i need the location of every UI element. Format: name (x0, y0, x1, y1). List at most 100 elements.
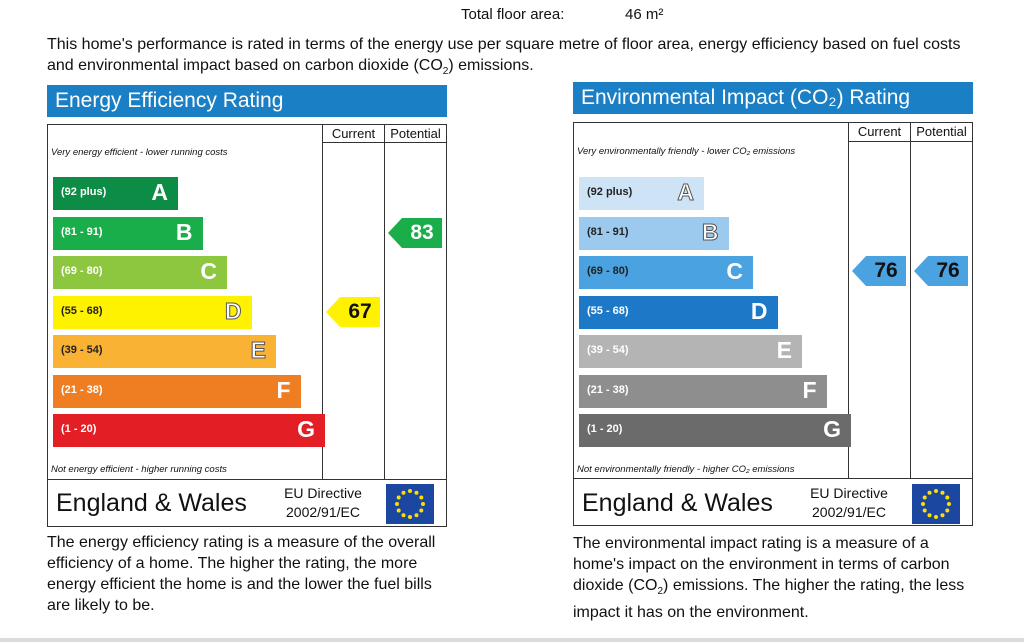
band-range-label: (92 plus) (61, 186, 107, 198)
env-bottom-caption: Not environmentally friendly - higher CO… (577, 464, 795, 475)
env-panel-title: Environmental Impact (CO₂) Rating (573, 82, 973, 114)
eu-star (396, 508, 401, 513)
energy-bottom-caption: Not energy efficient - higher running co… (51, 464, 227, 475)
band-letter: D (750, 297, 768, 324)
rating-band-c: (69 - 80) C (579, 256, 753, 289)
band-range-label: (69 - 80) (587, 265, 629, 277)
energy-efficiency-panel: Energy Efficiency Rating Current Potenti… (47, 85, 447, 535)
band-range-label: (92 plus) (587, 186, 633, 198)
eu-star (421, 502, 425, 506)
intro-text: This home's performance is rated in term… (47, 34, 987, 82)
env-potential-header: Potential (916, 124, 967, 139)
eu-star (419, 508, 424, 513)
eu-star (921, 502, 925, 506)
env-region-label: England & Wales (582, 489, 773, 517)
band-letter: A (151, 179, 168, 205)
eu-star (940, 490, 945, 495)
current-rating-value: 67 (340, 297, 380, 327)
current-rating-value: 76 (866, 255, 906, 286)
floor-area-value: 46 m² (625, 6, 664, 23)
energy-top-caption: Very energy efficient - lower running co… (51, 147, 228, 158)
band-letter: G (297, 416, 315, 442)
eu-stars (921, 489, 951, 519)
intro-text-end: ) emissions. (448, 57, 534, 74)
rating-band-f: (21 - 38) F (579, 374, 827, 408)
band-letter: B (175, 218, 193, 245)
band-range-label: (39 - 54) (61, 344, 103, 356)
eu-star (922, 495, 927, 500)
rating-band-d: (55 - 68) D (53, 295, 252, 329)
rating-band-c: (69 - 80) C (53, 256, 227, 289)
eu-star (922, 508, 927, 513)
energy-panel-title: Energy Efficiency Rating (47, 85, 447, 117)
band-range-label: (69 - 80) (61, 265, 103, 277)
eu-star (945, 495, 950, 500)
rating-band-g: (1 - 20) G (53, 414, 325, 447)
eu-star (408, 515, 412, 519)
rating-band-f: (21 - 38) F (53, 374, 301, 408)
eu-star (395, 502, 399, 506)
energy-directive-line1: EU Directive (284, 485, 362, 501)
energy-region-label: England & Wales (56, 489, 247, 517)
eu-star (947, 502, 951, 506)
band-range-label: (1 - 20) (61, 423, 97, 435)
current-rating-arrow: 76 (852, 255, 908, 286)
eu-star (414, 513, 419, 518)
potential-rating-value: 83 (402, 218, 442, 248)
rating-band-e: (39 - 54) E (579, 335, 802, 368)
band-range-label: (55 - 68) (587, 304, 629, 317)
band-letter: F (802, 376, 817, 403)
env-description: The environmental impact rating is a mea… (573, 533, 983, 623)
eu-star (934, 515, 938, 519)
potential-rating-arrow: 83 (388, 218, 444, 248)
arrow-tip (914, 255, 928, 286)
eu-star (927, 513, 932, 518)
eu-star (401, 490, 406, 495)
band-range-label: (81 - 91) (61, 225, 103, 238)
env-description-end: ) emissions. The higher the rating, the … (573, 577, 965, 622)
env-current-header: Current (857, 124, 902, 139)
eu-star (934, 489, 938, 493)
band-letter: B (701, 218, 719, 245)
band-range-label: (1 - 20) (587, 423, 623, 435)
band-range-label: (39 - 54) (587, 344, 629, 356)
potential-rating-arrow: 76 (914, 255, 970, 286)
eu-star (414, 490, 419, 495)
band-letter: E (776, 337, 792, 363)
rating-band-b: (81 - 91) B (579, 216, 729, 250)
band-range-label: (81 - 91) (587, 225, 629, 238)
env-directive-line1: EU Directive (810, 485, 888, 501)
rating-band-b: (81 - 91) B (53, 216, 203, 250)
intro-subscript: 2 (442, 66, 449, 78)
energy-directive-line2: 2002/91/EC (286, 504, 360, 520)
band-range-label: (21 - 38) (61, 383, 103, 396)
eu-star (419, 495, 424, 500)
env-directive-line2: 2002/91/EC (812, 504, 886, 520)
arrow-tip (326, 297, 340, 327)
current-rating-arrow: 67 (326, 297, 382, 327)
environmental-impact-panel: Environmental Impact (CO₂) Rating Curren… (573, 82, 973, 532)
eu-star (940, 513, 945, 518)
eu-star (945, 508, 950, 513)
band-range-label: (55 - 68) (61, 304, 103, 317)
eu-star (927, 490, 932, 495)
eu-flag-icon (386, 484, 434, 524)
env-description-subscript: 2 (657, 586, 664, 598)
band-letter: C (200, 258, 217, 284)
eu-star (396, 495, 401, 500)
rating-band-g: (1 - 20) G (579, 414, 851, 447)
rating-band-a: (92 plus) A (53, 177, 178, 210)
arrow-tip (388, 218, 402, 248)
eu-star (401, 513, 406, 518)
rating-band-e: (39 - 54) E (53, 335, 276, 368)
floor-area-label: Total floor area: (461, 6, 565, 23)
intro-text-start: This home's performance is rated in term… (47, 36, 961, 74)
band-letter: G (823, 416, 841, 442)
energy-eu-directive: EU Directive 2002/91/EC (268, 484, 378, 522)
potential-rating-value: 76 (928, 255, 968, 286)
eu-star (408, 489, 412, 493)
rating-band-a: (92 plus) A (579, 177, 704, 210)
band-letter: F (276, 376, 291, 403)
band-letter: A (677, 179, 695, 206)
env-top-caption: Very environmentally friendly - lower CO… (577, 146, 796, 157)
